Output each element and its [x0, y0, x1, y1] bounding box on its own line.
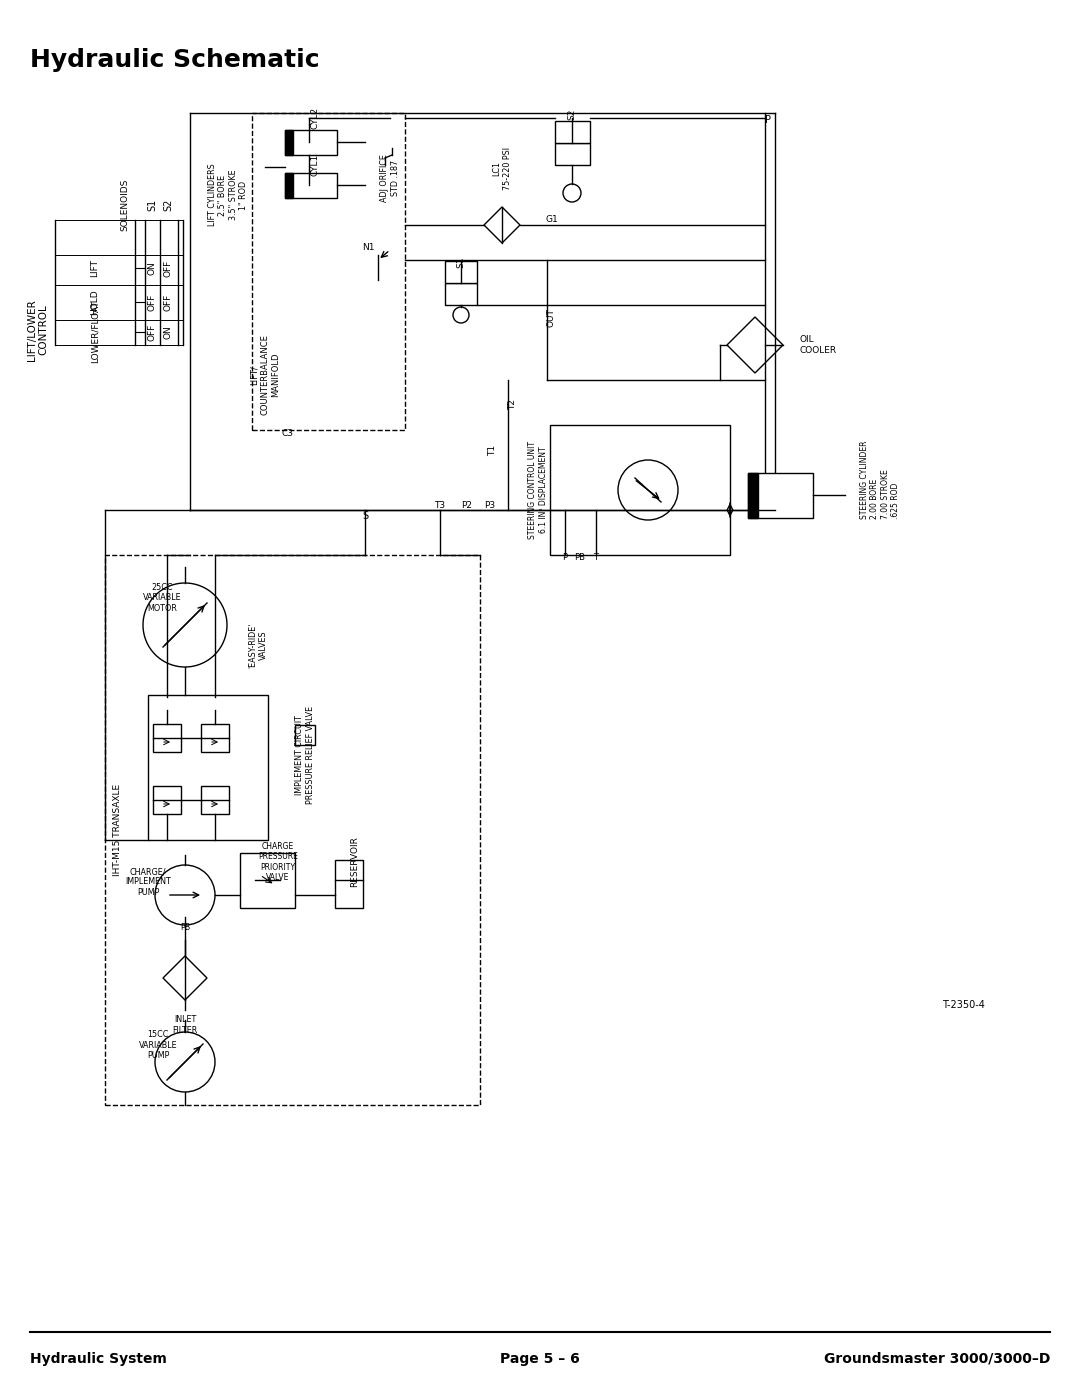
Text: INLET
FILTER: INLET FILTER — [173, 1016, 198, 1035]
Text: S: S — [362, 511, 368, 521]
Bar — [550, 425, 730, 555]
Text: CHARGE
PRESSURE
PRIORITY
VALVE: CHARGE PRESSURE PRIORITY VALVE — [258, 842, 298, 882]
Text: P: P — [765, 115, 771, 124]
Text: IMPLEMENT CIRCUIT
PRESSURE RELIEF VALVE: IMPLEMENT CIRCUIT PRESSURE RELIEF VALVE — [295, 705, 314, 805]
Bar — [555, 142, 590, 165]
Bar — [748, 474, 813, 518]
Text: LIFT: LIFT — [91, 258, 99, 277]
Text: S1: S1 — [147, 198, 157, 211]
Bar — [201, 787, 229, 814]
Bar — [285, 173, 293, 198]
Bar — [285, 173, 337, 198]
Bar — [748, 474, 758, 518]
Text: HOLD: HOLD — [91, 289, 99, 314]
Text: Hydraulic System: Hydraulic System — [30, 1352, 167, 1366]
Text: PB: PB — [575, 553, 585, 563]
Text: 15CC
VARIABLE
PUMP: 15CC VARIABLE PUMP — [138, 1030, 177, 1060]
Text: OFF: OFF — [148, 323, 157, 341]
Text: STEERING CYLINDER
2.00 BORE
7.00 STROKE
.625 ROD: STEERING CYLINDER 2.00 BORE 7.00 STROKE … — [860, 440, 901, 520]
Text: T-2350-4: T-2350-4 — [942, 1000, 985, 1010]
Text: OFF: OFF — [163, 293, 173, 310]
Text: OFF: OFF — [163, 260, 173, 277]
Bar — [153, 787, 181, 814]
Text: ON: ON — [163, 326, 173, 339]
Bar — [285, 130, 337, 155]
Text: T: T — [594, 553, 598, 563]
Text: S2: S2 — [567, 109, 577, 120]
Bar — [285, 130, 293, 155]
Text: Page 5 – 6: Page 5 – 6 — [500, 1352, 580, 1366]
Text: STEERING CONTROL UNIT
6.1 IN³ DISPLACEMENT: STEERING CONTROL UNIT 6.1 IN³ DISPLACEME… — [528, 441, 548, 539]
Text: S1: S1 — [457, 256, 465, 268]
Bar — [201, 724, 229, 752]
Text: OFF: OFF — [148, 293, 157, 310]
Text: ON: ON — [148, 261, 157, 275]
Text: OUT: OUT — [546, 309, 556, 327]
Text: P2: P2 — [461, 500, 473, 510]
Text: CYL2: CYL2 — [311, 108, 320, 129]
Bar — [240, 854, 295, 908]
Text: ADJ ORIFICE
STD .187: ADJ ORIFICE STD .187 — [380, 154, 400, 203]
Text: LIFT/
COUNTERBALANCE
MANIFOLD: LIFT/ COUNTERBALANCE MANIFOLD — [251, 334, 280, 415]
Text: IHT-M15 TRANSAXLE: IHT-M15 TRANSAXLE — [113, 784, 122, 876]
Bar — [148, 694, 268, 840]
Text: G1: G1 — [545, 215, 557, 225]
Text: 'EASY-RIDE'
VALVES: 'EASY-RIDE' VALVES — [248, 622, 268, 668]
Text: SOLENOIDS: SOLENOIDS — [121, 179, 130, 231]
Text: CHARGE/
IMPLEMENT
PUMP: CHARGE/ IMPLEMENT PUMP — [125, 868, 171, 897]
Text: P: P — [563, 553, 568, 563]
Bar — [252, 113, 405, 430]
Text: P3: P3 — [485, 500, 496, 510]
Text: 25CC
VARIABLE
MOTOR: 25CC VARIABLE MOTOR — [143, 583, 181, 613]
Text: T1: T1 — [488, 444, 497, 455]
Bar — [445, 284, 477, 305]
Text: Hydraulic Schematic: Hydraulic Schematic — [30, 47, 320, 73]
Bar — [335, 861, 363, 908]
Bar — [445, 261, 477, 284]
Text: PB: PB — [180, 923, 190, 933]
Text: OIL
COOLER: OIL COOLER — [800, 335, 837, 355]
Text: T3: T3 — [434, 500, 446, 510]
Text: LOWER/FLOAT: LOWER/FLOAT — [91, 300, 99, 363]
Text: T2: T2 — [508, 400, 517, 411]
Bar — [105, 555, 480, 1105]
Text: N1: N1 — [362, 243, 375, 253]
Bar — [555, 122, 590, 142]
Text: C3: C3 — [282, 429, 294, 437]
Text: LIFT/LOWER
CONTROL: LIFT/LOWER CONTROL — [27, 299, 49, 360]
Bar — [153, 724, 181, 752]
Text: CYL1: CYL1 — [311, 154, 320, 176]
Text: S2: S2 — [163, 198, 173, 211]
Text: LIFT CYLINDERS
2.5" BORE
3.5" STROKE
1" ROD: LIFT CYLINDERS 2.5" BORE 3.5" STROKE 1" … — [207, 163, 248, 226]
Bar — [295, 725, 315, 745]
Text: RESERVOIR: RESERVOIR — [351, 837, 360, 887]
Text: Groundsmaster 3000/3000–D: Groundsmaster 3000/3000–D — [824, 1352, 1050, 1366]
Text: LC1
75-220 PSI: LC1 75-220 PSI — [492, 147, 512, 190]
